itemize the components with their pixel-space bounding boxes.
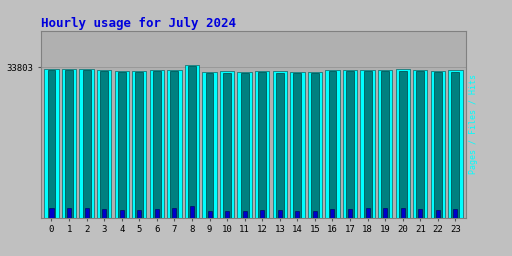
Bar: [366, 208, 370, 218]
Bar: [346, 71, 354, 218]
Bar: [135, 72, 143, 218]
Bar: [383, 208, 387, 218]
Bar: [102, 209, 106, 218]
Bar: [206, 73, 214, 218]
Bar: [241, 73, 249, 218]
Bar: [295, 211, 300, 218]
Bar: [238, 72, 252, 218]
Bar: [343, 70, 357, 218]
Bar: [120, 210, 124, 218]
Bar: [399, 71, 407, 218]
Bar: [272, 71, 287, 218]
Bar: [155, 209, 159, 218]
Bar: [416, 71, 424, 218]
Y-axis label: Pages / Files / Hits: Pages / Files / Hits: [468, 74, 478, 174]
Bar: [223, 73, 231, 218]
Bar: [45, 69, 59, 218]
Bar: [313, 211, 317, 218]
Bar: [220, 71, 234, 218]
Bar: [395, 69, 410, 218]
Bar: [276, 73, 284, 218]
Bar: [137, 210, 141, 218]
Bar: [381, 71, 389, 218]
Bar: [413, 70, 428, 218]
Bar: [293, 73, 301, 218]
Bar: [436, 210, 440, 218]
Bar: [453, 209, 457, 218]
Bar: [48, 70, 55, 218]
Bar: [173, 208, 177, 218]
Bar: [330, 209, 334, 218]
Bar: [132, 71, 146, 218]
Bar: [67, 208, 71, 218]
Bar: [84, 208, 89, 218]
Bar: [188, 66, 196, 218]
Bar: [150, 70, 164, 218]
Bar: [190, 206, 194, 218]
Bar: [207, 211, 211, 218]
Bar: [401, 208, 404, 218]
Text: Hourly usage for July 2024: Hourly usage for July 2024: [41, 17, 236, 29]
Bar: [153, 71, 161, 218]
Bar: [185, 65, 199, 218]
Bar: [260, 210, 264, 218]
Bar: [378, 70, 392, 218]
Bar: [258, 72, 266, 218]
Bar: [100, 71, 108, 218]
Bar: [329, 71, 336, 218]
Bar: [348, 209, 352, 218]
Bar: [82, 70, 91, 218]
Bar: [243, 211, 247, 218]
Bar: [79, 69, 94, 218]
Bar: [431, 71, 445, 218]
Bar: [170, 71, 178, 218]
Bar: [115, 71, 129, 218]
Bar: [62, 69, 76, 218]
Bar: [418, 209, 422, 218]
Bar: [255, 71, 269, 218]
Bar: [434, 72, 442, 218]
Bar: [290, 72, 305, 218]
Bar: [364, 71, 372, 218]
Bar: [118, 72, 126, 218]
Bar: [448, 70, 462, 218]
Bar: [97, 70, 112, 218]
Bar: [325, 70, 339, 218]
Bar: [311, 73, 319, 218]
Bar: [50, 208, 54, 218]
Bar: [225, 211, 229, 218]
Bar: [452, 72, 459, 218]
Bar: [308, 72, 322, 218]
Bar: [360, 70, 375, 218]
Bar: [202, 72, 217, 218]
Bar: [167, 70, 182, 218]
Bar: [278, 210, 282, 218]
Bar: [65, 70, 73, 218]
